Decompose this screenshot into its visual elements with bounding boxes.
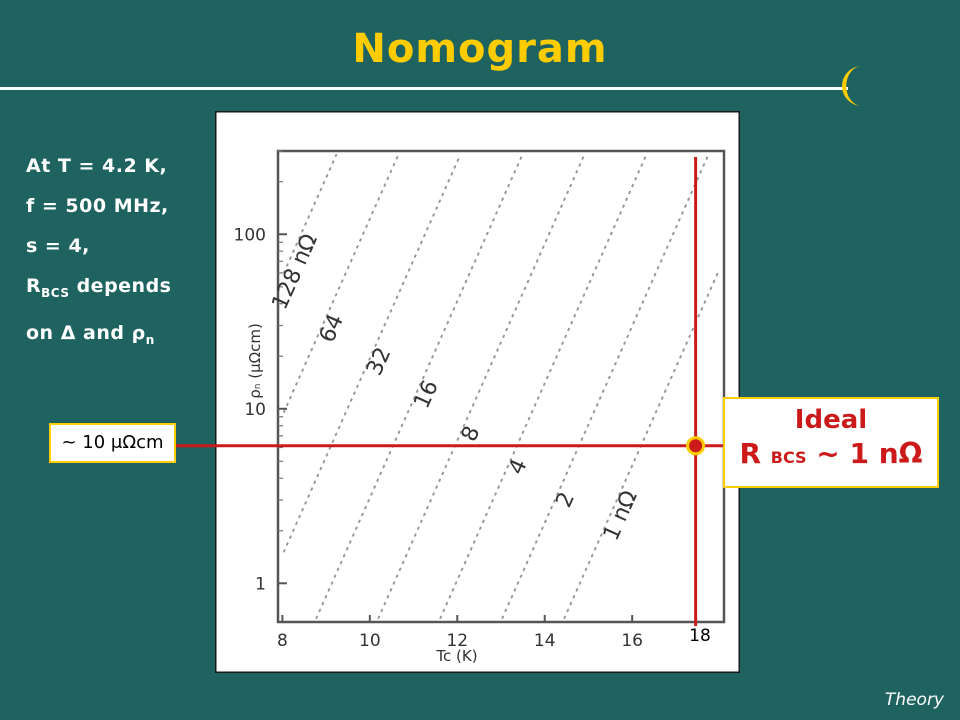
condition-s: s = 4, [26, 235, 90, 257]
condition-dependence: on Δ and ρn [26, 321, 155, 347]
x-tick-label: 14 [534, 631, 556, 651]
contour-line [283, 154, 400, 413]
condition-temperature: At T = 4.2 K, [26, 155, 168, 177]
condition-frequency: f = 500 MHz, [26, 195, 169, 217]
x-tick-label: 10 [359, 631, 381, 651]
x-axis-label: Tc (K) [435, 647, 477, 665]
contour-line [439, 154, 648, 619]
ideal-rbcs-callout: Ideal R BCS ~ 1 nΩ [723, 397, 939, 488]
contour-line [501, 154, 710, 619]
y-tick-label: 100 [234, 225, 266, 245]
x-tick-label: 8 [277, 631, 288, 651]
section-footer: Theory [884, 690, 944, 710]
ideal-rbcs-value: R BCS ~ 1 nΩ [739, 437, 923, 470]
x-tick-label: 12 [446, 631, 468, 651]
tc-18-label: 18 [689, 626, 711, 646]
title-underline [0, 87, 848, 90]
plot-frame [276, 149, 726, 624]
rho-callout: ~ 10 μΩcm [49, 423, 176, 463]
contour-line [315, 154, 524, 619]
moon-icon [842, 66, 862, 106]
plot-panel-background [215, 111, 740, 673]
y-tick-label: 1 [255, 574, 266, 594]
x-tick-label: 16 [621, 631, 643, 651]
contour-line [377, 154, 586, 619]
contour-line [283, 154, 338, 274]
contour-line [283, 154, 462, 553]
condition-rbcs: RBCS depends [26, 275, 172, 300]
ideal-label: Ideal [794, 405, 868, 435]
y-axis-label: ρn (μΩcm) [246, 323, 264, 399]
conditions-text: At T = 4.2 K, f = 500 MHz, s = 4, RBCS d… [26, 146, 172, 360]
slide-title: Nomogram [352, 26, 608, 72]
y-tick-label: 10 [244, 400, 266, 420]
